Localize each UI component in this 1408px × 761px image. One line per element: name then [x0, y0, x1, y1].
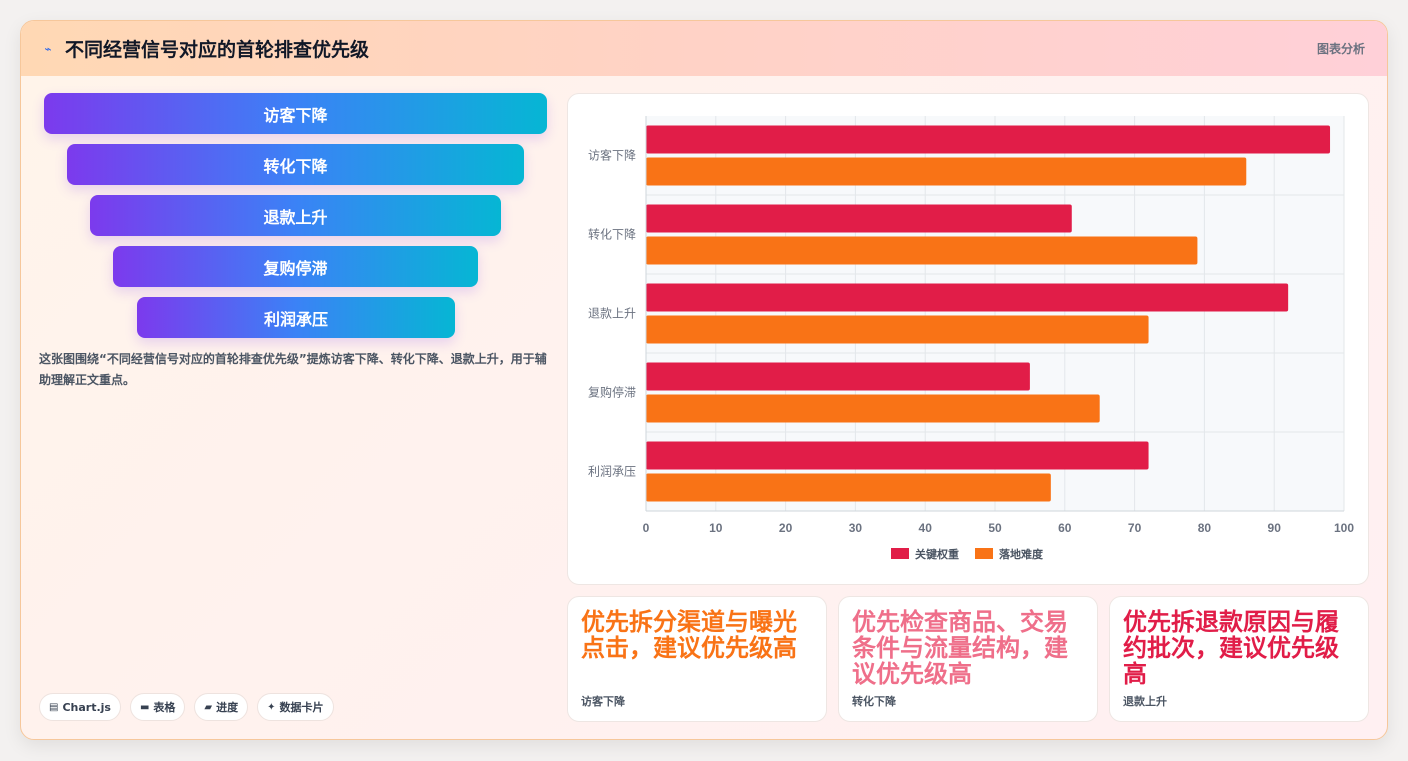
- chip-chartjs[interactable]: ▤ Chart.js: [39, 693, 121, 721]
- bar-difficulty: [646, 315, 1149, 344]
- legend-label: 落地难度: [999, 547, 1044, 561]
- bar-difficulty: [646, 236, 1198, 265]
- chart-description: 这张图围绕“不同经营信号对应的首轮排查优先级”提炼访客下降、转化下降、退款上升，…: [39, 352, 547, 387]
- header-title-group: ⌁ 不同经营信号对应的首轮排查优先级: [41, 35, 369, 62]
- funnel-step-5: 利润承压: [137, 297, 455, 338]
- chip-label: 进度: [216, 701, 239, 714]
- page-title: 不同经营信号对应的首轮排查优先级: [65, 39, 370, 61]
- x-tick-label: 30: [849, 521, 863, 535]
- x-tick-label: 10: [709, 521, 723, 535]
- chip-label: 数据卡片: [279, 701, 324, 714]
- legend-swatch: [975, 548, 993, 559]
- bar-weight: [646, 204, 1072, 233]
- insight-card-1: 优先拆分渠道与曝光点击，建议优先级高 访客下降: [567, 596, 827, 722]
- card-header: ⌁ 不同经营信号对应的首轮排查优先级 图表分析: [21, 21, 1387, 76]
- chip-data-cards[interactable]: ✦ 数据卡片: [257, 693, 334, 721]
- x-tick-label: 100: [1334, 521, 1354, 535]
- x-tick-label: 50: [988, 521, 1002, 535]
- funnel-step-2: 转化下降: [67, 144, 524, 185]
- view-switcher: ▤ Chart.js ▬ 表格 ▰ 进度 ✦ 数据卡片: [39, 693, 334, 721]
- x-tick-label: 0: [643, 521, 650, 535]
- report-card: ⌁ 不同经营信号对应的首轮排查优先级 图表分析 访客下降 转化下降 退款上升 复…: [20, 20, 1388, 740]
- sparkle-icon: ✦: [267, 701, 276, 713]
- bar-weight: [646, 125, 1331, 154]
- insight-value: 优先检查商品、交易条件与流量结构，建议优先级高: [852, 608, 1068, 688]
- ribbon-icon: ⌁: [44, 41, 52, 56]
- insight-label: 转化下降: [852, 695, 896, 708]
- y-tick-label: 访客下降: [588, 148, 636, 163]
- bar-difficulty: [646, 473, 1051, 502]
- legend-label: 关键权重: [915, 547, 959, 561]
- insight-value: 优先拆分渠道与曝光点击，建议优先级高: [581, 608, 797, 662]
- insight-label: 访客下降: [581, 695, 625, 708]
- insight-label: 退款上升: [1123, 695, 1167, 708]
- y-tick-label: 转化下降: [588, 227, 636, 242]
- y-tick-label: 复购停滞: [588, 385, 636, 400]
- funnel-step-3: 退款上升: [90, 195, 501, 236]
- chip-label: 表格: [153, 701, 176, 714]
- bar-weight: [646, 283, 1289, 312]
- chip-progress[interactable]: ▰ 进度: [194, 693, 249, 721]
- chart-icon: ▤: [49, 701, 59, 713]
- bar-difficulty: [646, 394, 1100, 423]
- bar-weight: [646, 362, 1030, 391]
- bar-difficulty: [646, 157, 1247, 186]
- bar-weight: [646, 441, 1149, 470]
- chip-table[interactable]: ▬ 表格: [129, 693, 186, 721]
- table-icon: ▬: [139, 701, 150, 713]
- x-tick-label: 90: [1268, 521, 1282, 535]
- x-tick-label: 20: [779, 521, 793, 535]
- bar-chart: 0 10 20 30 40 50 60 70 80 90 100 访客下降转化下降退款上升复购停滞利润…: [588, 116, 1354, 561]
- x-tick-label: 80: [1198, 521, 1212, 535]
- chart-analysis-tag: 图表分析: [1316, 42, 1365, 56]
- chart-panel: 0 10 20 30 40 50 60 70 80 90 100 访客下降转化下降退款上升复购停滞利润…: [567, 93, 1369, 585]
- legend-swatch: [891, 548, 909, 559]
- y-tick-label: 退款上升: [588, 307, 636, 321]
- x-tick-label: 60: [1058, 521, 1072, 535]
- chip-label: Chart.js: [62, 700, 111, 714]
- insight-card-3: 优先拆退款原因与履约批次，建议优先级高 退款上升: [1109, 596, 1369, 722]
- insight-card-2: 优先检查商品、交易条件与流量结构，建议优先级高 转化下降: [838, 596, 1098, 722]
- funnel-step-1: 访客下降: [44, 93, 547, 134]
- progress-icon: ▰: [204, 701, 213, 713]
- x-tick-label: 40: [919, 521, 933, 535]
- funnel-step-4: 复购停滞: [113, 246, 478, 287]
- insight-value: 优先拆退款原因与履约批次，建议优先级高: [1123, 608, 1339, 688]
- y-tick-label: 利润承压: [588, 465, 636, 479]
- x-tick-label: 70: [1128, 521, 1142, 535]
